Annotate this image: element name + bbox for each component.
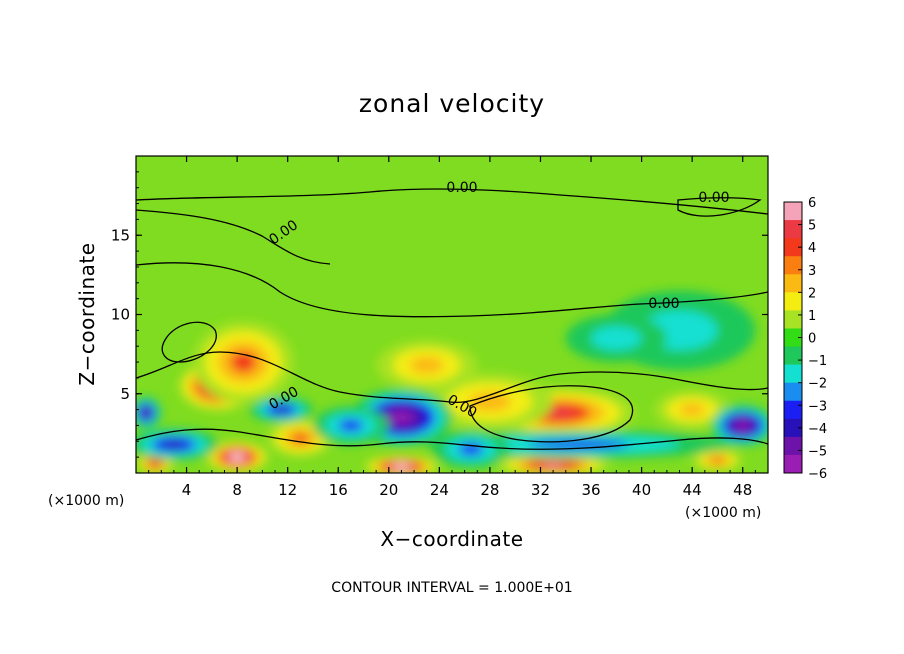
contour-line-core-right (469, 385, 634, 443)
colorbar-tick-label: 1 (808, 309, 816, 324)
field-level (543, 463, 563, 467)
colorbar-tick-label: 2 (808, 286, 816, 301)
contour-line-right-loop (677, 197, 762, 217)
x-tick-label: 4 (182, 481, 192, 499)
colorbar-tick-label: −5 (808, 444, 827, 459)
colorbar-swatch (784, 364, 802, 384)
contour-label: 0.00 (446, 180, 477, 196)
positive-velocity-cell (205, 441, 269, 473)
negative-velocity-cell (711, 404, 768, 447)
colorbar-swatch (784, 454, 802, 474)
colorbar-swatch (784, 220, 802, 239)
colorbar-swatch (784, 292, 802, 311)
colorbar-swatch (784, 436, 802, 456)
heatmap-plot-area: 0.000.000.000.000.00 0.00 (136, 156, 768, 473)
y-tick-label: 5 (120, 385, 130, 403)
contour-line-top (136, 188, 768, 215)
negative-velocity-cell (136, 396, 162, 429)
field-level (232, 454, 242, 460)
y-tick-label: 15 (111, 226, 130, 244)
field-level (737, 422, 748, 429)
x-axis-unit-right: (×1000 m) (685, 505, 761, 521)
positive-velocity-cell (654, 390, 731, 429)
field-level (711, 457, 724, 464)
contour-interval-text: CONTOUR INTERVAL = 1.000E+01 (331, 580, 572, 596)
contour-line-low (136, 351, 768, 403)
contour-line-bottom (136, 428, 768, 450)
x-tick-label: 44 (683, 481, 702, 499)
field-level (338, 419, 364, 432)
field-level (468, 392, 511, 412)
colorbar-swatch (784, 382, 802, 402)
negative-velocity-cell (136, 428, 219, 461)
contour-line-upper-left (136, 209, 331, 265)
colorbar-tick-label: 5 (808, 219, 816, 234)
x-tick-label: 36 (581, 481, 600, 499)
x-tick-label: 24 (430, 481, 449, 499)
positive-velocity-cell (692, 449, 743, 472)
colorbar-tick-label: 6 (808, 196, 816, 211)
positive-velocity-cell (363, 455, 440, 473)
x-tick-label: 12 (278, 481, 297, 499)
contour-label: 0.00 (648, 296, 679, 312)
x-tick-label: 28 (480, 481, 499, 499)
contour-line-left-loop (161, 321, 217, 363)
field-level (591, 326, 642, 351)
field-level (409, 356, 444, 374)
x-tick-label: 32 (531, 481, 550, 499)
negative-velocity-cell (565, 314, 667, 363)
colorbar-tick-label: −1 (808, 354, 827, 369)
x-tick-label: 8 (232, 481, 242, 499)
x-tick-label: 20 (379, 481, 398, 499)
y-axis-ticks: 5 10 15 (111, 171, 768, 458)
colorbar-swatch (784, 418, 802, 438)
colorbar-swatch (784, 328, 802, 348)
colorbar-tick-label: 3 (808, 264, 816, 279)
colorbar-swatch (784, 310, 802, 329)
x-tick-label: 48 (733, 481, 752, 499)
positive-velocity-cell (376, 339, 478, 391)
positive-velocity-cell (496, 453, 610, 473)
field-level (162, 440, 185, 449)
colorbar-swatch (784, 238, 802, 257)
x-axis-unit-left: (×1000 m) (48, 493, 124, 509)
chart-title: zonal velocity (359, 89, 545, 118)
field-level (273, 406, 290, 413)
x-axis-label: X−coordinate (380, 527, 523, 551)
colorbar-swatch (784, 346, 802, 366)
negative-velocity-cell (312, 406, 389, 445)
field-level (544, 407, 575, 418)
positive-velocity-cell (192, 320, 294, 404)
colorbar-swatch (784, 274, 802, 293)
negative-velocity-cell (433, 430, 509, 469)
colorbar-tick-label: −3 (808, 399, 827, 414)
field-level (143, 409, 150, 416)
field-level (230, 351, 257, 373)
colorbar-tick-label: 4 (808, 241, 816, 256)
x-tick-label: 40 (632, 481, 651, 499)
field-level (396, 465, 407, 469)
contour-line-mid (136, 262, 768, 318)
colorbar-tick-label: 0 (808, 332, 816, 347)
y-tick-label: 10 (111, 306, 130, 324)
colorbar-tick-label: −4 (808, 422, 827, 437)
colorbar-tick-label: −6 (808, 467, 827, 482)
field-level (679, 403, 705, 416)
negative-velocity-cell (249, 396, 313, 423)
colorbar: 6 5 4 3 2 1 0 −1 −2 −3 −4 −5 −6 (783, 196, 827, 482)
field-level (393, 412, 410, 423)
colorbar-swatch (784, 202, 802, 221)
contour-label: 0.00 (698, 190, 729, 206)
zero-contours (136, 188, 768, 450)
colorbar-swatch (784, 256, 802, 275)
x-axis-ticks: 4 8 12 16 20 24 28 32 36 40 44 48 (135, 156, 769, 499)
colorbar-swatch (784, 400, 802, 420)
colorbar-tick-label: −2 (808, 377, 827, 392)
field-level (151, 461, 159, 466)
field-level (292, 433, 309, 443)
x-tick-label: 16 (329, 481, 348, 499)
y-axis-label: Z−coordinate (75, 242, 99, 385)
